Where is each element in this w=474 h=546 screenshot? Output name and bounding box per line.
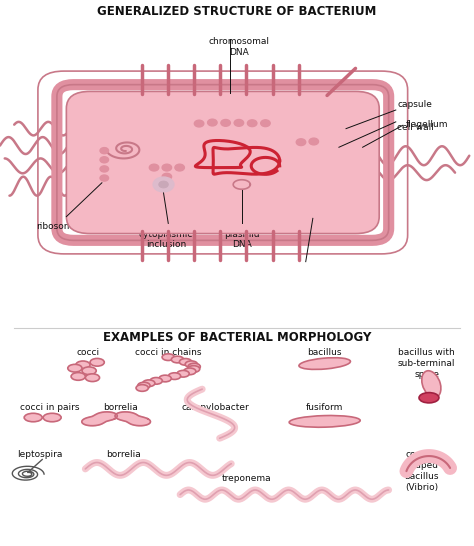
Circle shape: [239, 182, 245, 187]
Ellipse shape: [179, 359, 191, 365]
Ellipse shape: [289, 416, 360, 427]
Ellipse shape: [185, 361, 198, 367]
Circle shape: [208, 119, 217, 126]
Text: cocci in chains: cocci in chains: [135, 348, 201, 357]
Ellipse shape: [299, 358, 350, 370]
Circle shape: [261, 120, 270, 127]
FancyBboxPatch shape: [66, 91, 379, 234]
Ellipse shape: [24, 413, 42, 422]
Ellipse shape: [172, 356, 184, 363]
Text: bacillus: bacillus: [308, 348, 342, 357]
Text: pilus: pilus: [315, 223, 337, 232]
Text: fusiform: fusiform: [306, 403, 343, 412]
Text: comma
shaped
bacillus
(Vibrio): comma shaped bacillus (Vibrio): [405, 450, 439, 492]
Ellipse shape: [187, 366, 200, 372]
Circle shape: [296, 139, 306, 146]
Ellipse shape: [76, 361, 90, 369]
Ellipse shape: [138, 382, 150, 389]
Text: campylobacter: campylobacter: [182, 403, 249, 412]
Ellipse shape: [162, 354, 174, 360]
Ellipse shape: [90, 358, 104, 366]
Circle shape: [100, 157, 109, 163]
Circle shape: [194, 120, 204, 127]
Circle shape: [234, 120, 244, 126]
Text: chromosomal
DNA: chromosomal DNA: [209, 37, 270, 57]
Ellipse shape: [150, 377, 162, 384]
Circle shape: [175, 164, 184, 171]
Ellipse shape: [85, 374, 100, 382]
Text: cell wall: cell wall: [397, 123, 434, 132]
Ellipse shape: [177, 370, 189, 377]
Circle shape: [153, 177, 174, 192]
Text: capsule: capsule: [397, 100, 432, 109]
Text: leptospira: leptospira: [18, 450, 63, 459]
Text: cocci: cocci: [76, 348, 99, 357]
Circle shape: [100, 147, 109, 153]
Circle shape: [162, 164, 172, 171]
Ellipse shape: [188, 363, 201, 370]
Ellipse shape: [71, 372, 85, 380]
Ellipse shape: [422, 371, 441, 397]
Ellipse shape: [82, 367, 96, 375]
Text: cocci in pairs: cocci in pairs: [20, 403, 80, 412]
Text: treponema: treponema: [222, 474, 271, 483]
Circle shape: [247, 120, 257, 127]
Polygon shape: [82, 412, 117, 426]
Circle shape: [221, 120, 230, 126]
Text: cytoplasmic
inclusion: cytoplasmic inclusion: [139, 229, 193, 249]
Text: borrelia: borrelia: [103, 403, 138, 412]
Text: GENERALIZED STRUCTURE OF BACTERIUM: GENERALIZED STRUCTURE OF BACTERIUM: [97, 5, 377, 18]
Circle shape: [100, 166, 109, 172]
Ellipse shape: [419, 393, 439, 403]
Circle shape: [162, 173, 172, 180]
Circle shape: [100, 175, 109, 181]
Ellipse shape: [68, 364, 82, 372]
Text: plasmid
DNA: plasmid DNA: [224, 229, 260, 249]
Text: ribosomes: ribosomes: [36, 222, 82, 231]
Circle shape: [159, 181, 168, 188]
Circle shape: [309, 138, 319, 145]
Text: flagellum: flagellum: [405, 120, 448, 129]
Text: bacillus with
sub-terminal
spore: bacillus with sub-terminal spore: [398, 348, 456, 379]
Text: borrelia: borrelia: [106, 450, 141, 459]
Ellipse shape: [168, 373, 181, 379]
Ellipse shape: [159, 375, 171, 382]
Text: EXAMPLES OF BACTERIAL MORPHOLOGY: EXAMPLES OF BACTERIAL MORPHOLOGY: [103, 331, 371, 345]
Ellipse shape: [136, 384, 148, 391]
Ellipse shape: [143, 380, 155, 387]
Circle shape: [149, 164, 159, 171]
Ellipse shape: [43, 413, 61, 422]
Ellipse shape: [183, 368, 196, 375]
Polygon shape: [115, 412, 150, 426]
